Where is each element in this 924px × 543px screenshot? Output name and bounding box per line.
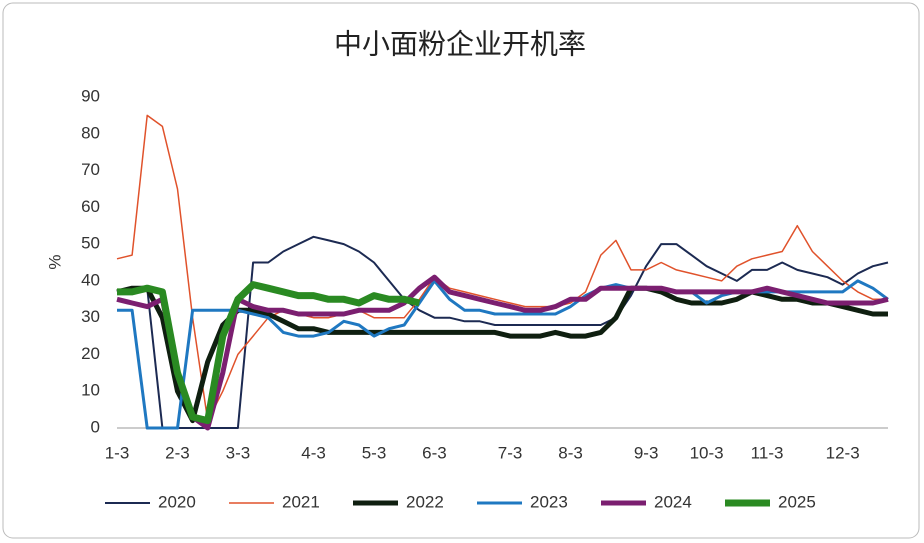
series-line	[116, 274, 889, 431]
x-tick-label: 1-3	[105, 443, 130, 462]
y-tick-label: 80	[81, 123, 100, 142]
legend-label: 2021	[282, 492, 320, 511]
legend-label: 2025	[778, 492, 816, 511]
y-axis-label: %	[45, 254, 64, 269]
y-tick-label: 20	[81, 344, 100, 363]
legend-label: 2022	[406, 492, 444, 511]
x-tick-label: 12-3	[826, 443, 860, 462]
x-tick-label: 4-3	[301, 443, 326, 462]
chart-title: 中小面粉企业开机率	[334, 28, 586, 59]
y-tick-label: 90	[81, 86, 100, 105]
y-tick-label: 30	[81, 307, 100, 326]
y-tick-label: 60	[81, 197, 100, 216]
legend-label: 2020	[158, 492, 196, 511]
legend-label: 2024	[654, 492, 692, 511]
x-tick-label: 2-3	[165, 443, 190, 462]
x-tick-label: 3-3	[226, 443, 251, 462]
y-tick-label: 50	[81, 234, 100, 253]
x-tick-label: 8-3	[558, 443, 583, 462]
legend-label: 2023	[530, 492, 568, 511]
series-line	[116, 285, 888, 424]
y-tick-label: 0	[91, 417, 100, 436]
x-tick-label: 7-3	[498, 443, 523, 462]
x-tick-label: 5-3	[362, 443, 387, 462]
series-line	[116, 114, 888, 422]
x-tick-label: 11-3	[751, 443, 784, 462]
series-line	[117, 281, 421, 425]
y-tick-label: 40	[81, 270, 100, 289]
x-tick-label: 9-3	[634, 443, 659, 462]
y-tick-label: 10	[81, 381, 100, 400]
x-tick-label: 10-3	[690, 443, 724, 462]
y-tick-label: 70	[81, 160, 100, 179]
x-tick-label: 6-3	[422, 443, 447, 462]
